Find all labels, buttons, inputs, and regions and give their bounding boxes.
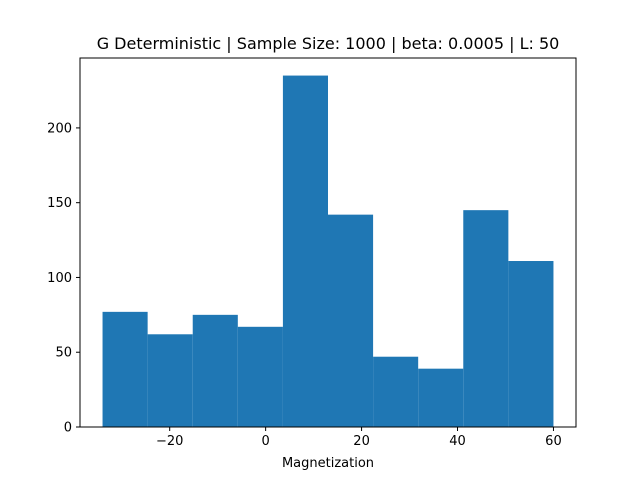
histogram-bar-8	[463, 210, 509, 427]
y-tick-label: 100	[47, 271, 72, 286]
x-axis-label: Magnetization	[282, 456, 374, 471]
histogram-bar-2	[192, 314, 238, 427]
histogram-bar-7	[418, 368, 464, 427]
x-axis-ticks: −20 0 20 40 60	[156, 427, 562, 449]
histogram-bar-6	[373, 356, 419, 427]
chart-title: G Deterministic | Sample Size: 1000 | be…	[97, 34, 560, 53]
y-tick-label: 150	[47, 196, 72, 211]
y-axis-ticks: 0 50 100 150 200	[47, 121, 80, 436]
histogram-bar-4	[282, 75, 328, 428]
histogram-bar-3	[237, 326, 283, 427]
histogram-bar-0	[102, 311, 148, 427]
x-tick-label: 20	[353, 434, 370, 449]
y-tick-label: 200	[47, 121, 72, 136]
x-tick-label: −20	[156, 434, 183, 449]
x-tick-label: 40	[449, 434, 466, 449]
y-tick-label: 50	[55, 346, 72, 361]
histogram-bar-9	[508, 261, 554, 427]
x-tick-label: 0	[261, 434, 269, 449]
histogram-bar-5	[328, 214, 374, 427]
y-tick-label: 0	[64, 421, 72, 436]
bars-group	[102, 75, 554, 428]
plot-frame	[79, 57, 577, 428]
histogram-bar-1	[147, 334, 193, 427]
x-tick-label: 60	[545, 434, 562, 449]
